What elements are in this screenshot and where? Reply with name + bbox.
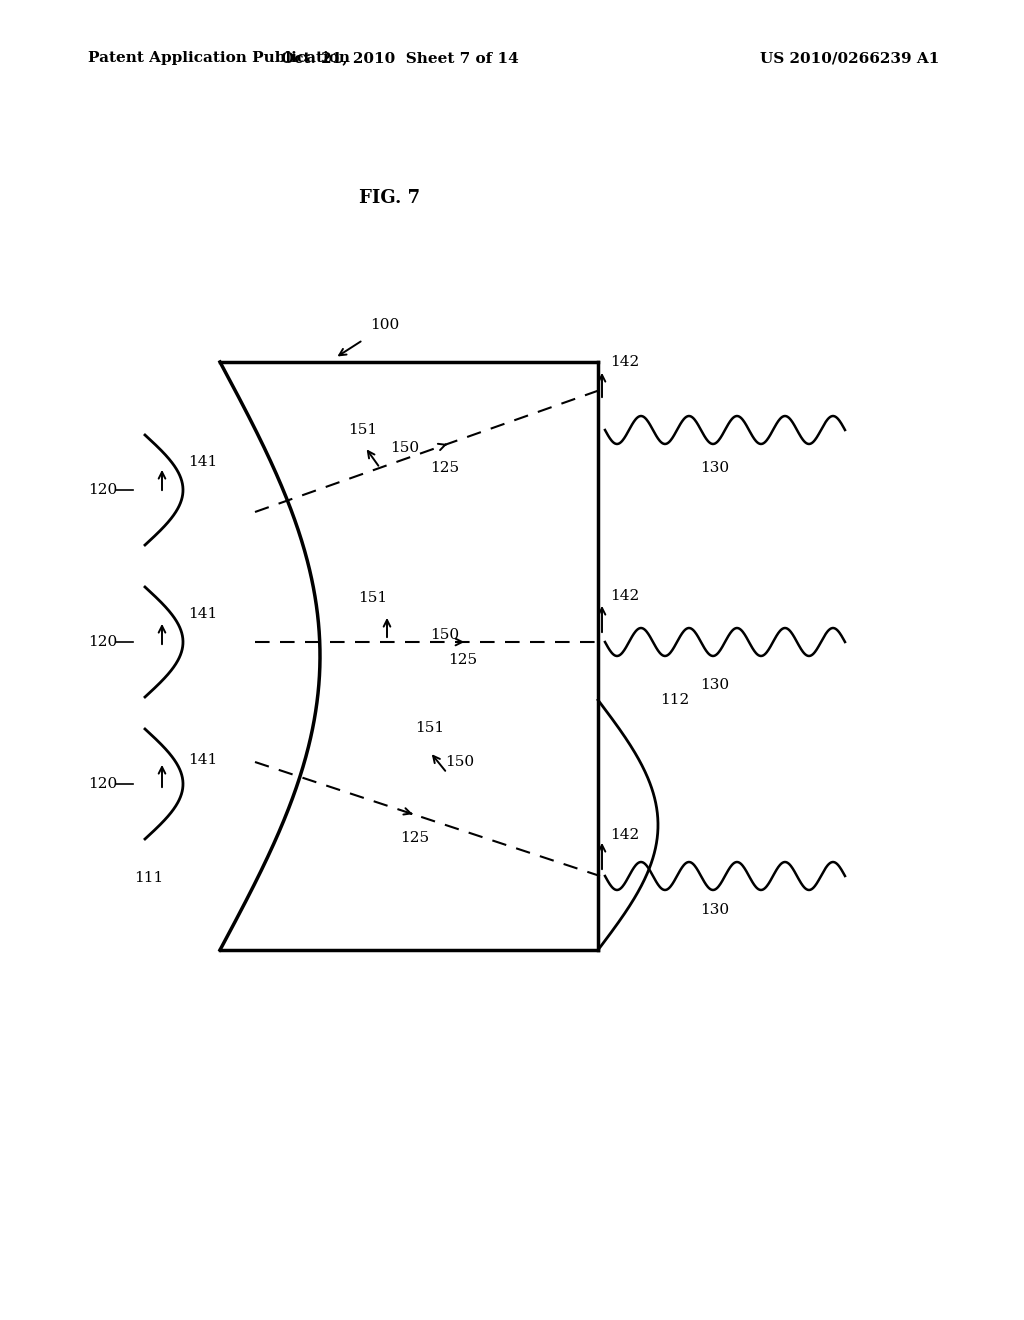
Text: 141: 141	[188, 752, 217, 767]
Text: 142: 142	[610, 589, 639, 603]
Text: 120: 120	[88, 483, 118, 498]
Text: 142: 142	[610, 828, 639, 842]
Text: 100: 100	[370, 318, 399, 333]
Text: 141: 141	[188, 607, 217, 620]
Text: 125: 125	[430, 461, 459, 475]
Text: 130: 130	[700, 461, 729, 475]
Text: 125: 125	[449, 653, 477, 667]
Text: US 2010/0266239 A1: US 2010/0266239 A1	[760, 51, 940, 65]
Text: 111: 111	[134, 871, 163, 884]
Text: 130: 130	[700, 903, 729, 917]
Text: FIG. 7: FIG. 7	[359, 189, 421, 207]
Text: 120: 120	[88, 635, 118, 649]
Text: 142: 142	[610, 355, 639, 370]
Text: 120: 120	[88, 777, 118, 791]
Text: Patent Application Publication: Patent Application Publication	[88, 51, 350, 65]
Text: 150: 150	[390, 441, 419, 455]
Text: 150: 150	[445, 755, 474, 770]
Text: 112: 112	[660, 693, 689, 708]
Text: 130: 130	[700, 678, 729, 692]
Text: 151: 151	[358, 591, 387, 605]
Text: 151: 151	[348, 422, 377, 437]
Text: 141: 141	[188, 455, 217, 469]
Text: 125: 125	[400, 832, 429, 845]
Text: 150: 150	[430, 628, 459, 642]
Text: 151: 151	[415, 721, 444, 735]
Text: Oct. 21, 2010  Sheet 7 of 14: Oct. 21, 2010 Sheet 7 of 14	[282, 51, 519, 65]
